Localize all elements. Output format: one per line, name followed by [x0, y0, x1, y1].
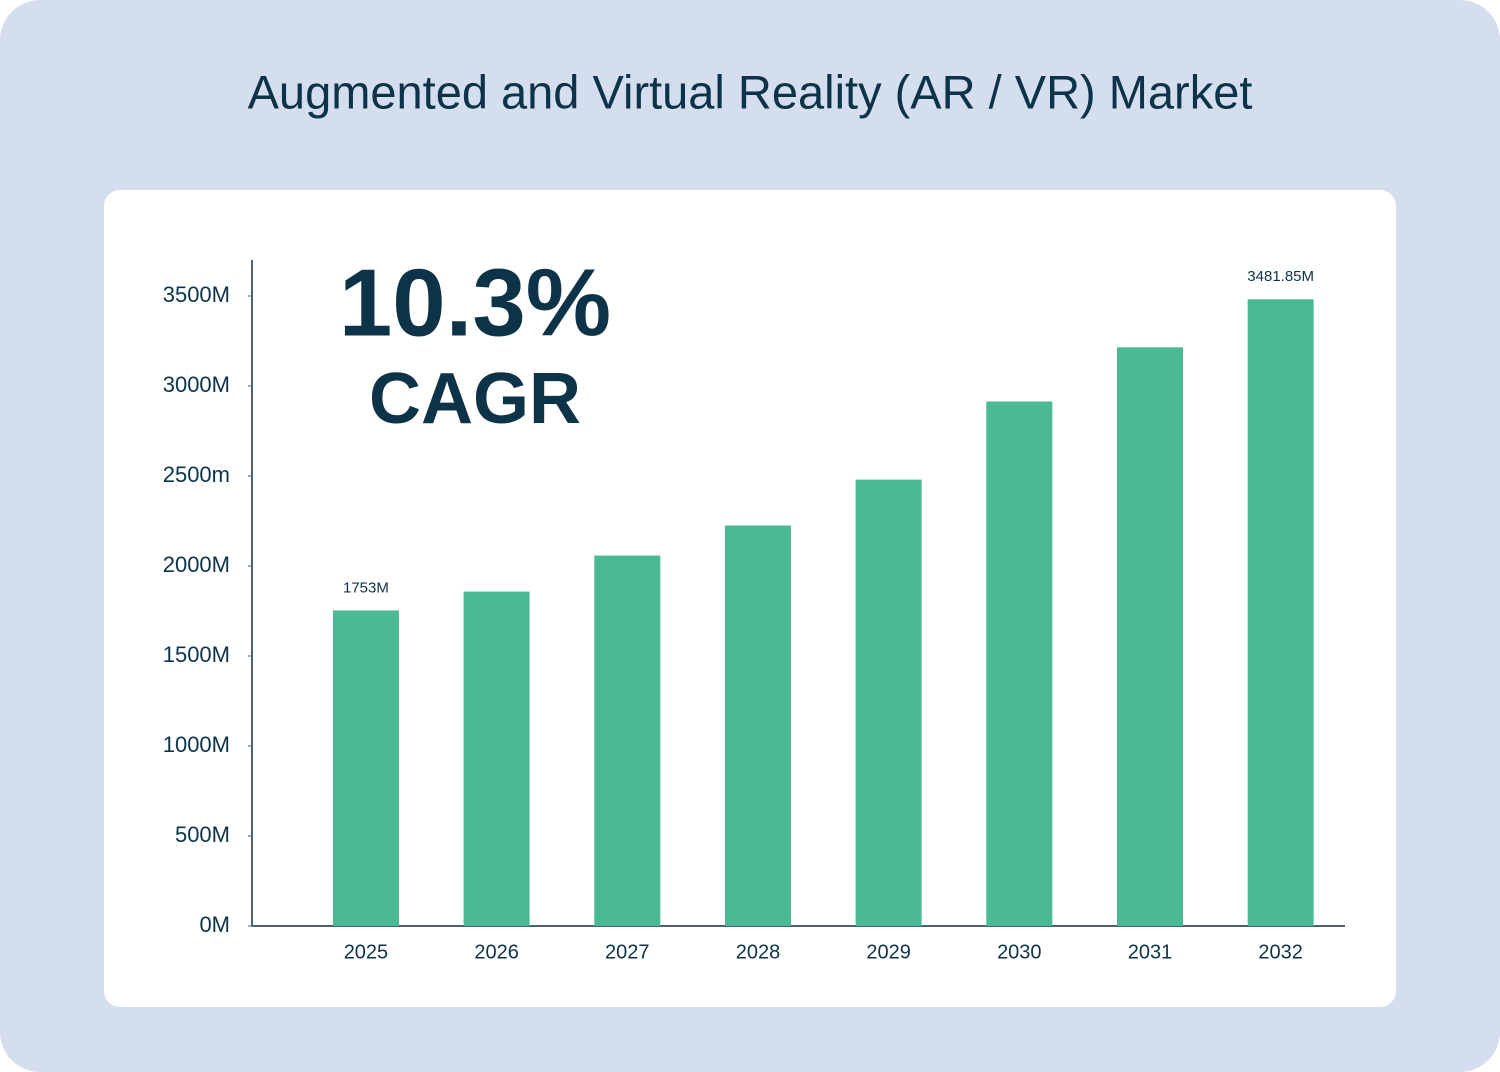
y-tick-label: 0M [199, 912, 230, 937]
y-tick-label: 2000M [163, 552, 230, 577]
bar [594, 555, 661, 926]
bar [332, 610, 399, 926]
bar [1247, 299, 1314, 927]
value-label: 3481.85M [1247, 268, 1314, 285]
x-tick-label: 2031 [1128, 941, 1173, 963]
x-tick-label: 2029 [866, 941, 911, 963]
cagr-label: CAGR [369, 359, 581, 439]
bar [1116, 347, 1183, 926]
cagr-value: 10.3% [339, 249, 611, 356]
x-tick-label: 2028 [736, 941, 781, 963]
x-tick-label: 2027 [605, 941, 650, 963]
x-tick-label: 2032 [1258, 941, 1303, 963]
bar [463, 591, 530, 926]
y-tick-label: 1500M [163, 642, 230, 667]
x-tick-label: 2026 [474, 941, 519, 963]
bar [855, 479, 922, 926]
y-tick-label: 500M [175, 822, 230, 847]
y-tick-label: 1000M [163, 732, 230, 757]
x-tick-label: 2030 [997, 941, 1042, 963]
chart-title: Augmented and Virtual Reality (AR / VR) … [248, 65, 1253, 118]
bar [724, 525, 791, 926]
y-tick-label: 2500m [163, 462, 230, 487]
bar [986, 401, 1053, 927]
x-tick-label: 2025 [344, 941, 389, 963]
y-tick-label: 3000M [163, 372, 230, 397]
y-tick-label: 3500M [163, 282, 230, 307]
value-label: 1753M [343, 579, 389, 596]
